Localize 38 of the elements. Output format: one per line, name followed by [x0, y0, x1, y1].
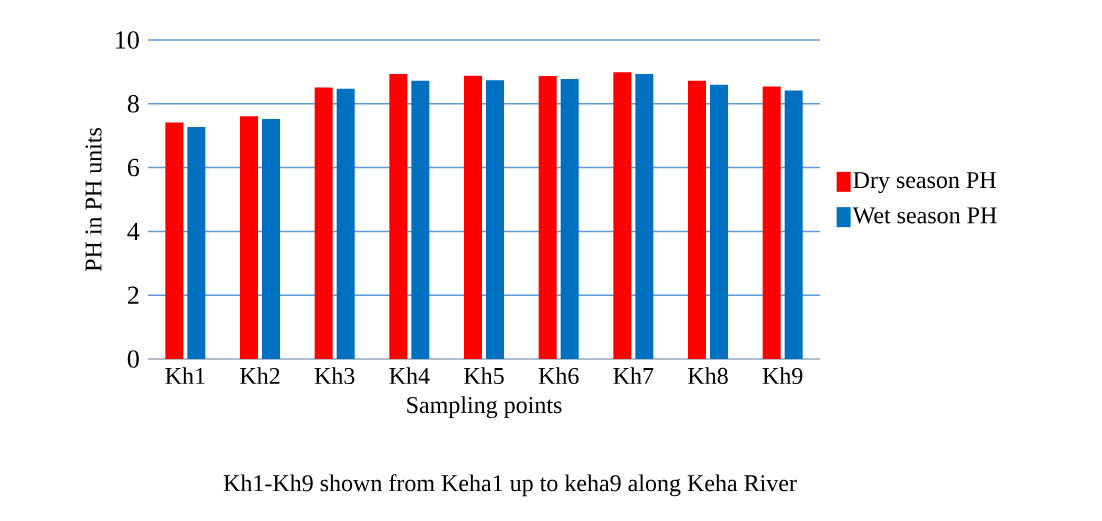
legend-label: Dry season PH: [853, 172, 996, 194]
bar: [314, 87, 333, 359]
bar: [538, 76, 557, 359]
x-axis-title: Sampling points: [407, 396, 562, 419]
y-axis-title: PH in PH units: [85, 128, 102, 272]
bar: [560, 78, 579, 359]
bar: [187, 127, 206, 359]
x-tick-label: Kh9: [762, 367, 803, 385]
x-tick-label: Kh3: [314, 367, 355, 385]
bar: [262, 119, 281, 359]
y-tick-label: 4: [127, 222, 140, 240]
x-tick-label: Kh5: [464, 367, 504, 385]
bar: [613, 72, 632, 359]
x-tick-label: Kh7: [613, 367, 654, 384]
x-tick-label: Kh8: [688, 367, 728, 385]
x-tick-label: Kh2: [240, 367, 280, 384]
legend-label: Wet season PH: [852, 207, 997, 224]
bar: [710, 84, 729, 359]
bar: [464, 75, 483, 359]
bar: [411, 80, 430, 359]
bar: [336, 88, 355, 359]
y-tick-label: 2: [127, 286, 139, 304]
bar: [784, 90, 803, 359]
y-tick-label: 0: [127, 350, 139, 368]
bar: [240, 116, 259, 359]
bar: [635, 74, 654, 359]
bar: [389, 74, 408, 359]
y-tick-label: 8: [127, 95, 139, 113]
text: Kh1-Kh9 shown from Keha1 up to keha9 along Keha River: [223, 474, 797, 497]
y-tick-label: 6: [127, 158, 140, 177]
bar: [688, 80, 707, 359]
bar: [486, 80, 505, 359]
bar: [165, 122, 184, 359]
bar: [762, 86, 781, 359]
x-tick-label: Kh6: [538, 367, 579, 385]
x-tick-label: Kh4: [389, 367, 430, 384]
y-tick-label: 10: [116, 31, 139, 49]
x-tick-label: Kh1: [165, 367, 205, 384]
